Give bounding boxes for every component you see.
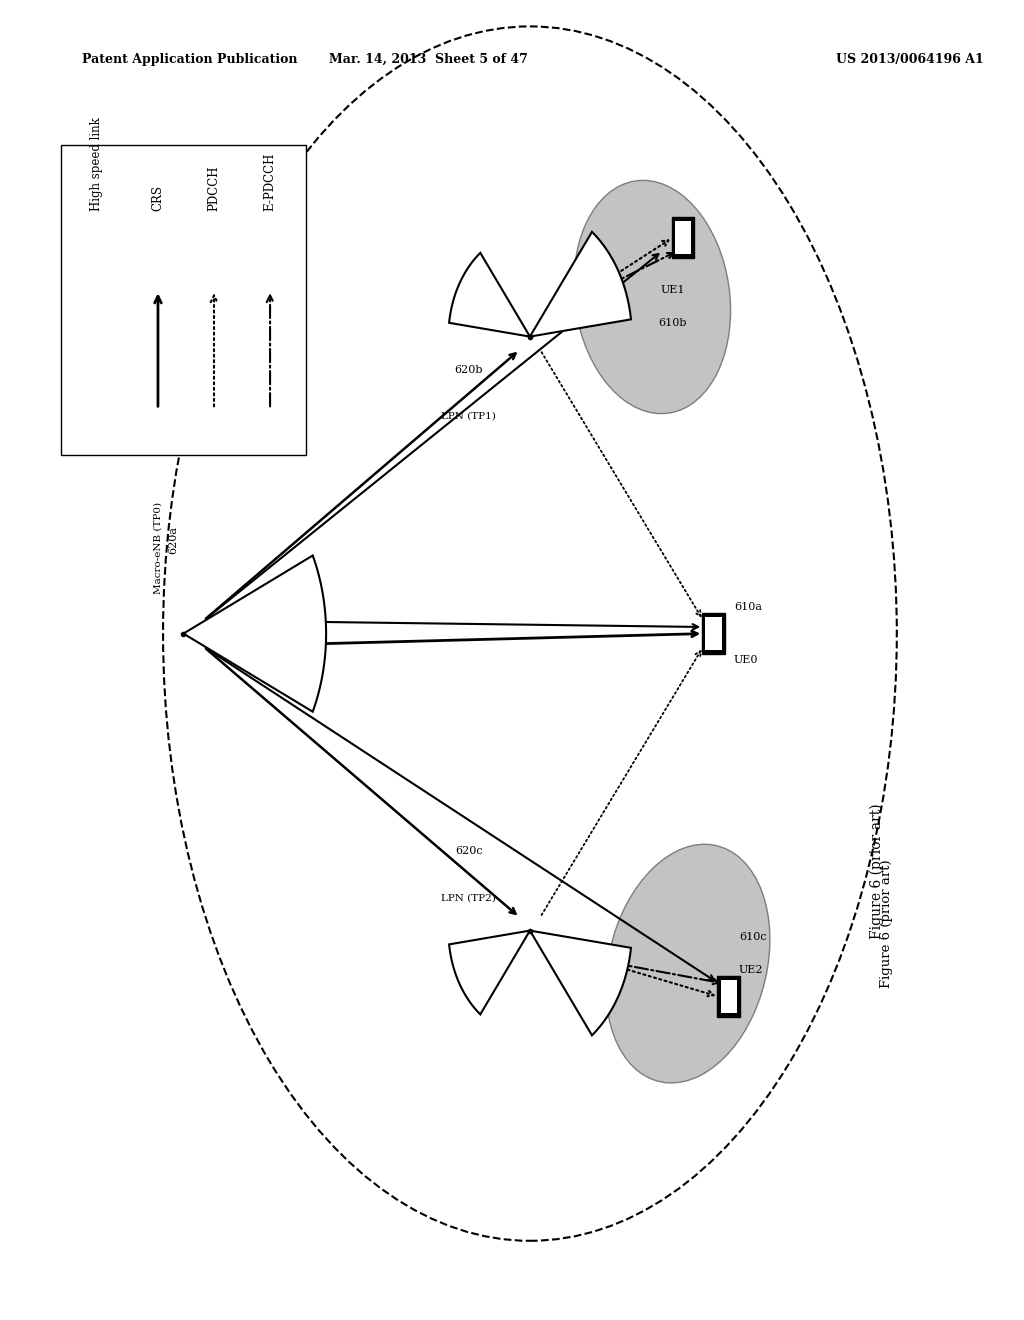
FancyBboxPatch shape [706,618,722,649]
FancyBboxPatch shape [702,614,725,653]
Text: E-PDCCH: E-PDCCH [263,153,276,211]
Text: Mar. 14, 2013  Sheet 5 of 47: Mar. 14, 2013 Sheet 5 of 47 [329,53,527,66]
FancyBboxPatch shape [672,218,694,257]
Text: UE0: UE0 [734,655,758,665]
Text: CRS: CRS [152,185,165,211]
Ellipse shape [573,181,730,413]
Polygon shape [183,556,326,711]
FancyBboxPatch shape [718,977,740,1016]
Text: High speed link: High speed link [90,117,103,211]
Text: PDCCH: PDCCH [208,166,220,211]
Text: LPN (TP1): LPN (TP1) [441,412,497,420]
Ellipse shape [606,845,770,1082]
Polygon shape [530,232,631,337]
Text: Macro-eNB (TP0): Macro-eNB (TP0) [154,502,163,594]
FancyBboxPatch shape [61,145,306,455]
Text: Patent Application Publication: Patent Application Publication [82,53,297,66]
Text: UE2: UE2 [739,965,763,975]
Text: UE1: UE1 [660,285,685,296]
Text: Figure 6 (prior art): Figure 6 (prior art) [880,859,893,989]
Text: 620b: 620b [455,364,483,375]
FancyBboxPatch shape [721,981,737,1012]
Text: LPN (TP2): LPN (TP2) [441,894,497,902]
Polygon shape [450,931,530,1014]
FancyBboxPatch shape [675,222,691,253]
Text: 610c: 610c [739,932,767,942]
Polygon shape [450,253,530,337]
Text: US 2013/0064196 A1: US 2013/0064196 A1 [836,53,983,66]
Polygon shape [530,931,631,1035]
Text: 620a: 620a [168,527,178,554]
Text: 620c: 620c [455,846,482,857]
Text: Figure 6 (prior art): Figure 6 (prior art) [869,804,884,939]
Text: 610b: 610b [658,318,687,329]
Text: 610a: 610a [734,602,762,612]
